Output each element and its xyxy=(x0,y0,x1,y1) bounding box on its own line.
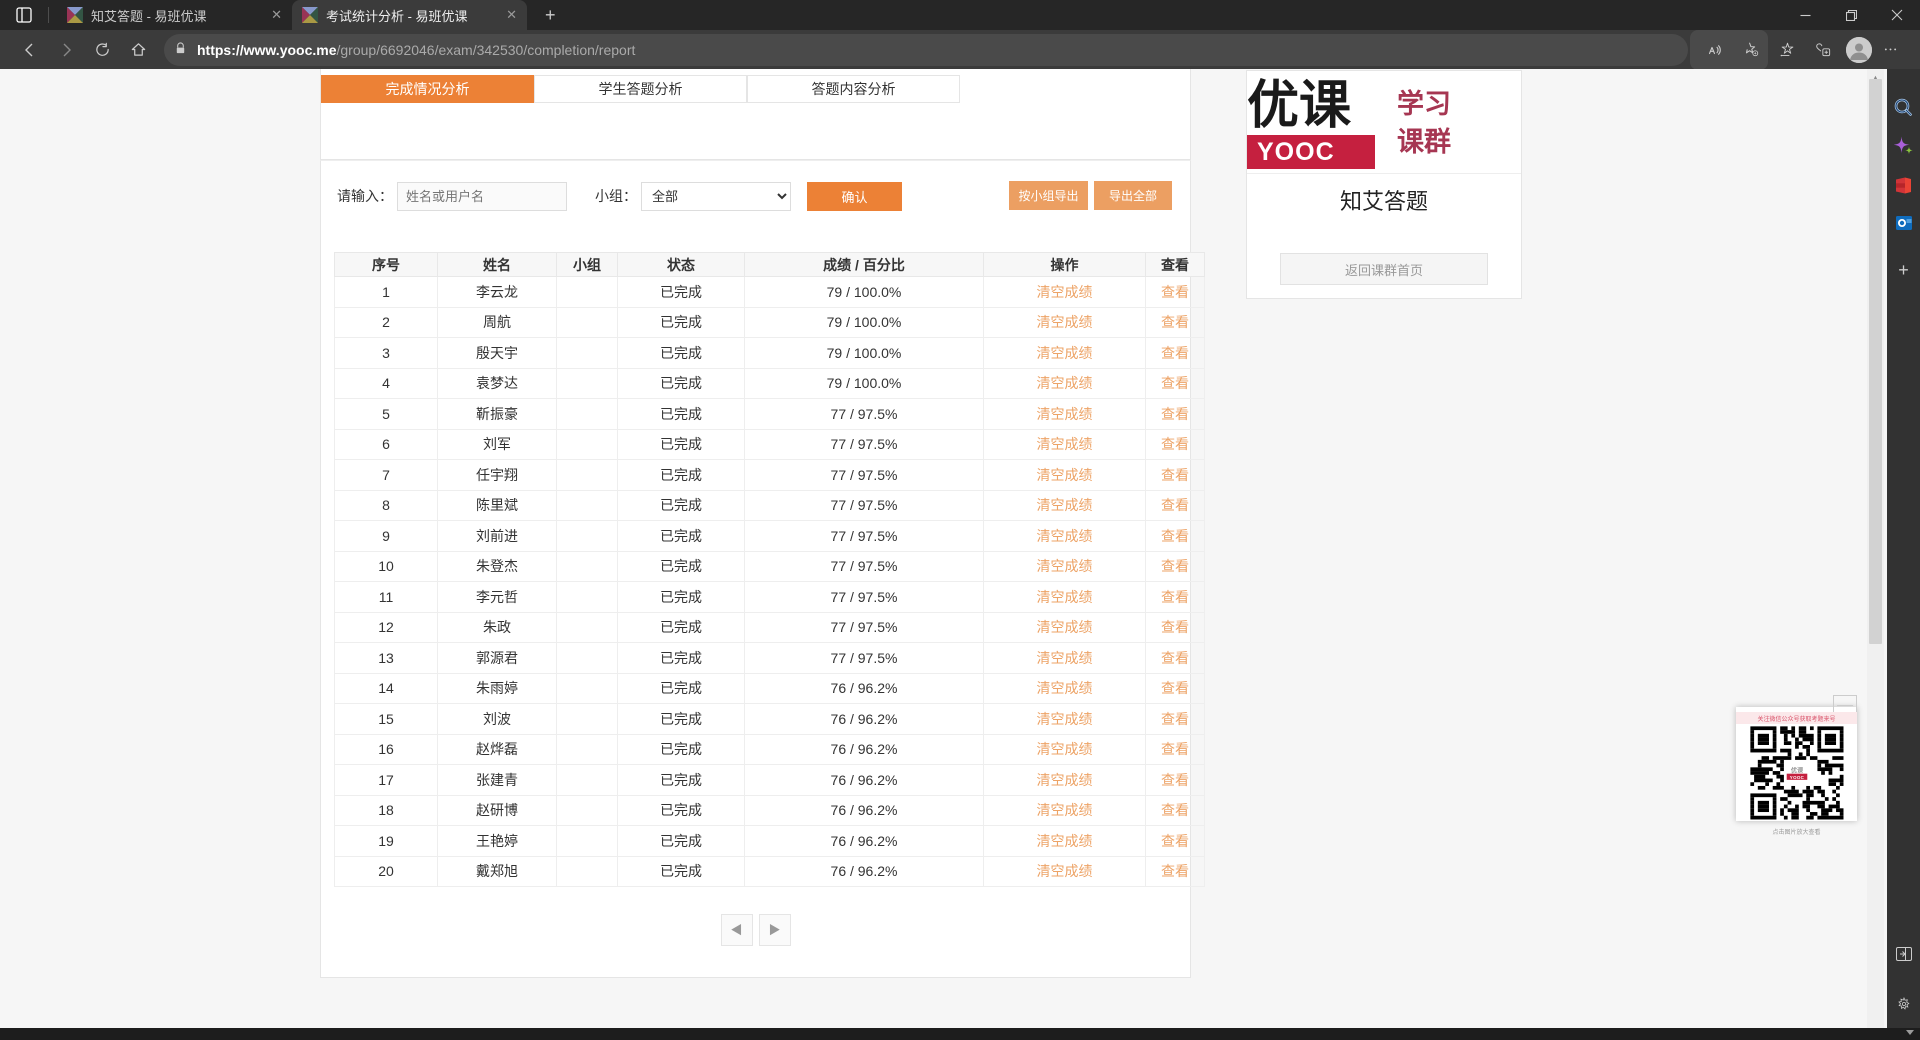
svg-text:课群: 课群 xyxy=(1397,127,1451,157)
svg-text:YOOC: YOOC xyxy=(1257,138,1335,166)
svg-text:优课: 优课 xyxy=(1247,77,1352,135)
svg-text:YOOC: YOOC xyxy=(1789,775,1804,780)
svg-text:优课: 优课 xyxy=(1790,766,1803,774)
svg-text:学习: 学习 xyxy=(1397,88,1451,119)
